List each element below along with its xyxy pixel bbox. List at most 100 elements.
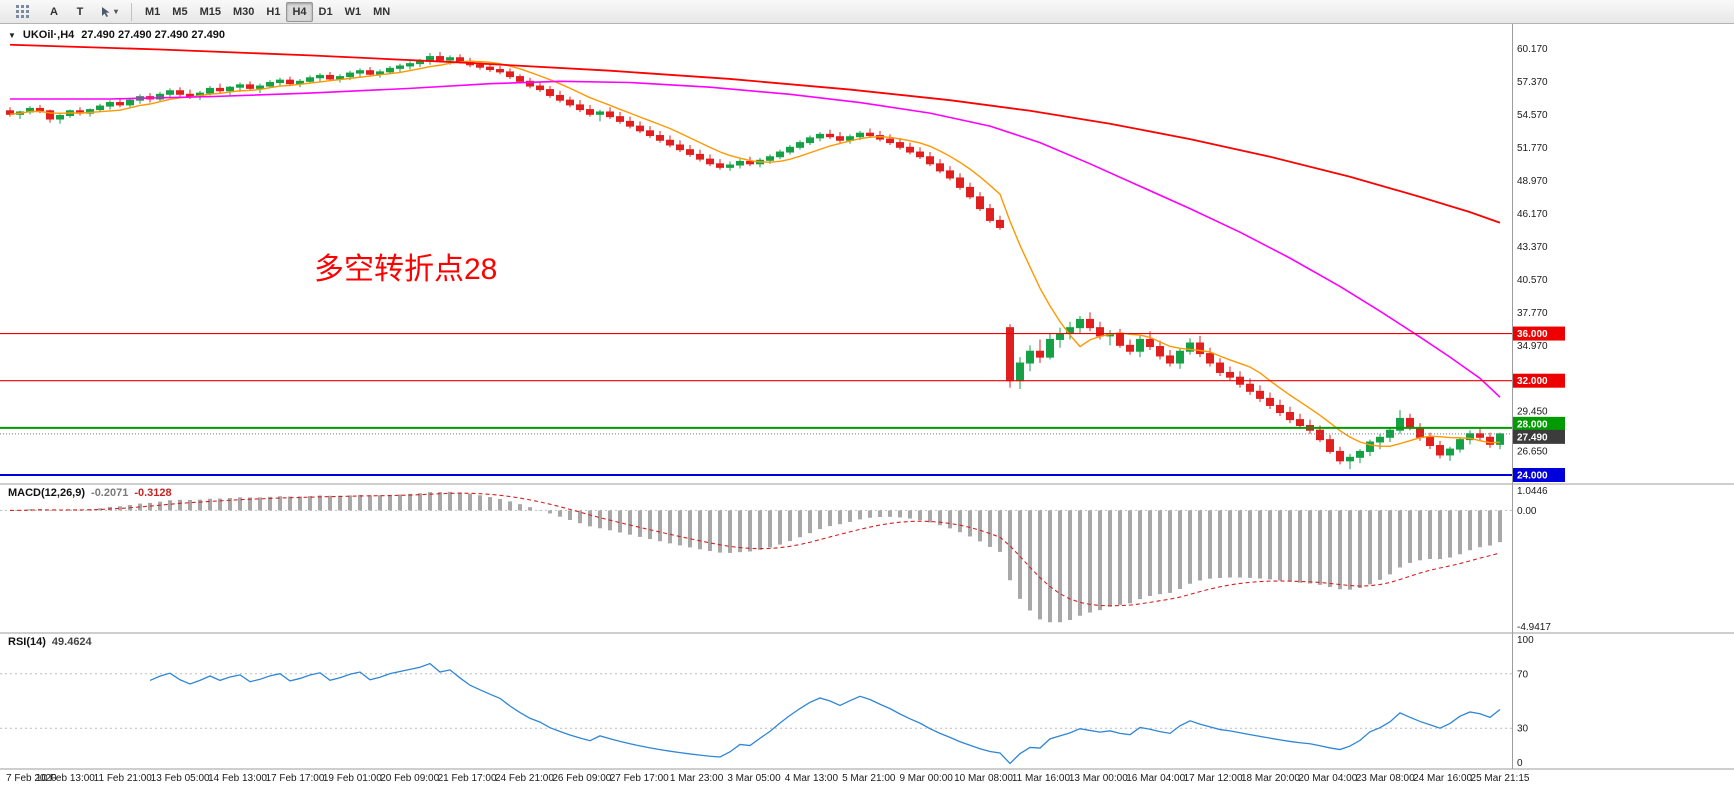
candle-body [1346,456,1354,462]
timeline-label: 11 Mar 16:00 [1012,773,1071,784]
candle-body [156,93,164,100]
candle-body [216,87,224,92]
timeline-label: 19 Feb 01:00 [323,773,382,784]
candle-body [56,114,64,120]
chart-canvas[interactable]: 60.170 57.370 54.570 51.770 48.970 46.170 43.3… [0,24,1734,786]
candle-body [1446,448,1454,456]
candle-body [1336,450,1344,462]
price-tag-label: 36.000 [1517,329,1548,340]
price-tag [1513,326,1565,341]
price-axis-label: 40.570 [1517,275,1548,286]
candle-body [556,94,564,101]
annotation-text: 多空转折点28 [314,253,498,286]
candle-body [1296,419,1304,426]
candle-body [976,196,984,210]
candle-body [1376,436,1384,443]
price-tag [1513,373,1565,388]
candle-body [736,160,744,166]
candle-body [696,153,704,160]
candle-body [1086,318,1094,329]
rsi-axis-label: 0 [1517,758,1523,769]
candle-body [986,208,994,221]
timeline-label: 9 Mar 00:00 [899,773,953,784]
price-axis-label: 54.570 [1517,110,1548,121]
price-tag [1513,429,1565,444]
candle-body [586,109,594,115]
candle-body [796,142,804,148]
candle-body [716,163,724,168]
timeframe-button-h4[interactable]: H4 [286,1,313,22]
candle-body [1166,355,1174,364]
candle-body [1196,342,1204,355]
ma-slow-line [9,43,1501,224]
candle-body [126,99,134,106]
candle-body [776,151,784,158]
timeframe-button-m1[interactable]: M1 [139,2,166,22]
candle-body [1056,333,1064,340]
candle-body [546,89,554,96]
timeline-label: 17 Feb 17:00 [265,773,324,784]
text-tool-t-button[interactable]: T [68,2,92,22]
timeline-label: 16 Mar 04:00 [1126,773,1185,784]
text-tool-a-button[interactable]: A [42,2,66,22]
macd-signal-line [9,492,1501,607]
macd-indicator-label: MACD(12,26,9) -0.2071 -0.3128 [8,487,172,499]
candle-body [1366,441,1374,452]
timeframe-button-d1[interactable]: D1 [313,2,339,22]
timeframe-button-m15[interactable]: M15 [194,2,227,22]
candle-body [506,71,514,78]
price-axis-label: 51.770 [1517,143,1548,154]
candle-body [1176,350,1184,364]
grid-icon[interactable] [4,1,40,23]
candle-body [1096,327,1104,337]
candle-body [1326,439,1334,452]
candle-body [676,144,684,151]
timeline-label: 20 Mar 04:00 [1298,773,1357,784]
candle-body [356,70,364,74]
timeline-label: 4 Mar 13:00 [785,773,839,784]
candle-body [396,65,404,69]
candle-body [816,133,824,139]
candle-body [946,170,954,179]
candle-body [276,79,284,83]
candle-body [566,99,574,106]
candle-body [576,104,584,111]
candle-body [686,149,694,155]
candle-body [1266,397,1274,406]
timeframe-button-mn[interactable]: MN [367,2,396,22]
candle-body [406,63,414,67]
candle-body [1276,404,1284,414]
collapse-arrow-icon[interactable]: ▼ [8,30,16,40]
candle-body [1036,350,1044,358]
macd-axis-label: 0.00 [1517,506,1537,517]
candle-body [646,130,654,137]
candle-body [386,67,394,73]
candle-body [1116,333,1124,346]
candle-body [1436,445,1444,456]
candle-body [1476,433,1484,438]
ohlc-values: 27.490 27.490 27.490 27.490 [81,29,226,41]
candle-body [1316,429,1324,441]
candle-body [286,79,294,85]
candle-body [106,102,114,107]
candle-body [436,56,444,61]
candle-body [346,72,354,78]
candle-body [1396,417,1404,431]
candle-body [1426,436,1434,447]
price-axis-label: 37.770 [1517,308,1548,319]
price-axis-label: 26.650 [1517,446,1548,457]
candle-body [306,77,314,82]
timeframe-button-w1[interactable]: W1 [339,2,368,22]
candle-body [1076,318,1084,329]
candle-body [626,120,634,127]
timeline-label: 20 Feb 09:00 [380,773,439,784]
timeframe-button-m5[interactable]: M5 [166,2,193,22]
timeframe-button-m30[interactable]: M30 [227,2,260,22]
candle-body [746,160,754,165]
ma-mid-line [10,80,1501,398]
timeframe-button-h1[interactable]: H1 [260,2,286,22]
toolbar-separator [131,2,133,21]
timeline-label: 5 Mar 21:00 [842,773,896,784]
cursor-tool-button[interactable]: ▾ [94,2,124,22]
